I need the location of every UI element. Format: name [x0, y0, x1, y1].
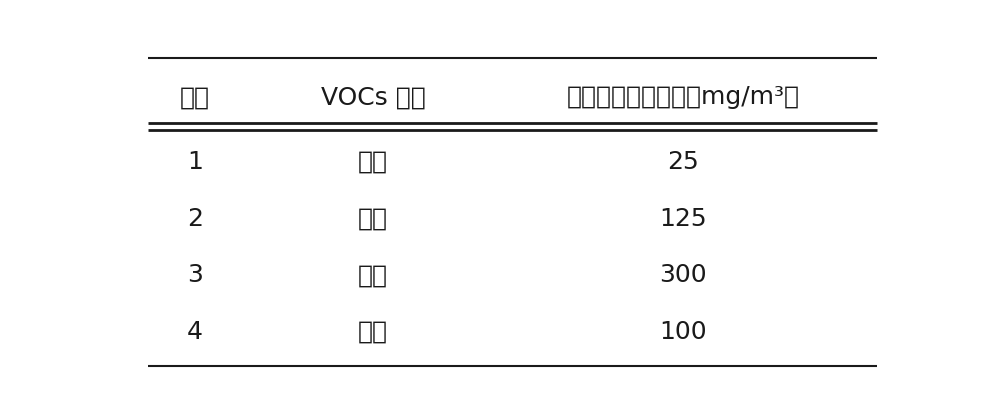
Text: 丙酮: 丙酮	[358, 263, 388, 287]
Text: 3: 3	[187, 263, 203, 287]
Text: 125: 125	[659, 207, 707, 231]
Text: 25: 25	[667, 150, 699, 174]
Text: 最高允许排放浓度（mg/m³）: 最高允许排放浓度（mg/m³）	[566, 85, 800, 109]
Text: 100: 100	[659, 320, 707, 344]
Text: 序号: 序号	[180, 85, 210, 109]
Text: 丁醇: 丁醇	[358, 320, 388, 344]
Text: 300: 300	[659, 263, 707, 287]
Text: 甲醛: 甲醛	[358, 150, 388, 174]
Text: 2: 2	[187, 207, 203, 231]
Text: 乙醛: 乙醛	[358, 207, 388, 231]
Text: VOCs 组分: VOCs 组分	[321, 85, 425, 109]
Text: 1: 1	[187, 150, 203, 174]
Text: 4: 4	[187, 320, 203, 344]
